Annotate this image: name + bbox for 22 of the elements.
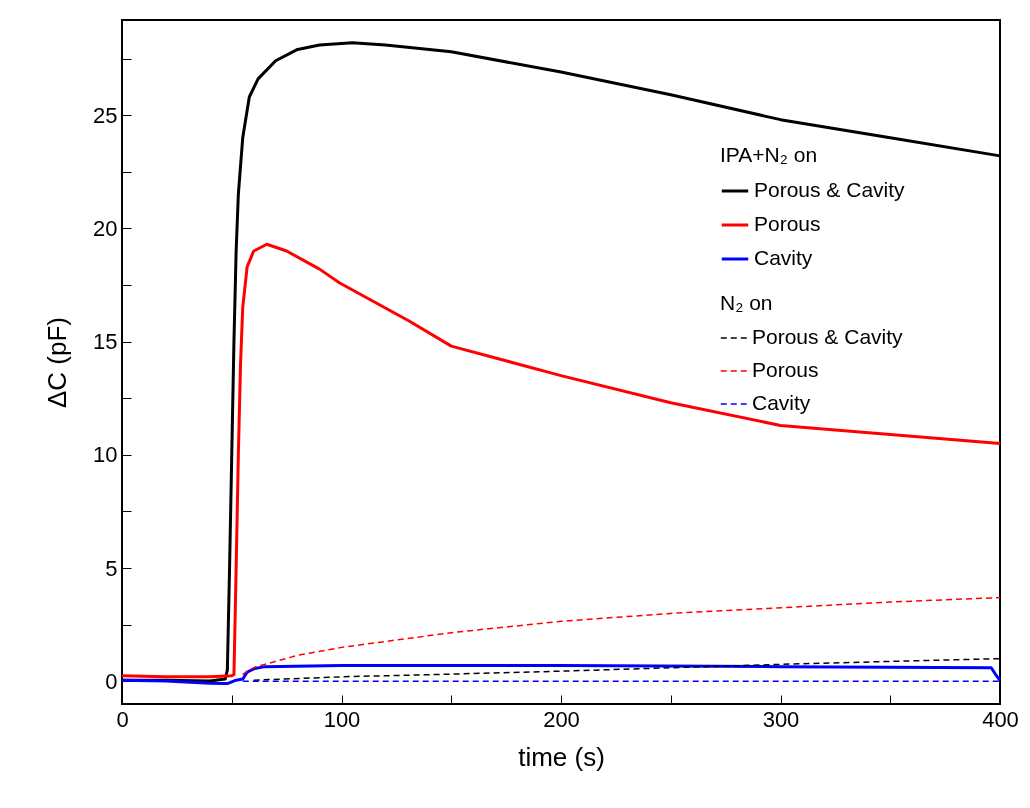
y-tick-label: 15 <box>93 329 118 355</box>
legend-label: Porous <box>754 212 821 235</box>
text: N₂ on <box>720 291 773 314</box>
line-series <box>241 596 1001 676</box>
legend-label: Porous <box>752 358 819 381</box>
y-tick-label: 5 <box>105 555 118 581</box>
x-axis-title: time (s) <box>518 741 605 772</box>
x-tick-label: 100 <box>323 706 361 732</box>
legend-label: Cavity <box>754 246 813 269</box>
text: IPA+N₂ on <box>720 143 818 166</box>
legend-label: Porous & Cavity <box>754 178 906 201</box>
line-series <box>120 242 1002 679</box>
y-axis-title: ΔC (pF) <box>42 316 73 409</box>
y-tick-label: 20 <box>93 215 118 241</box>
x-tick-label: 400 <box>982 706 1019 732</box>
x-tick-label: 200 <box>543 706 580 732</box>
legend-label: Cavity <box>752 391 811 414</box>
y-tick-label: 0 <box>105 668 118 694</box>
legend-label: Porous & Cavity <box>752 325 904 348</box>
x-tick-label: 300 <box>762 706 800 732</box>
y-tick-label: 25 <box>93 102 118 128</box>
y-tick-label: 10 <box>93 442 118 468</box>
